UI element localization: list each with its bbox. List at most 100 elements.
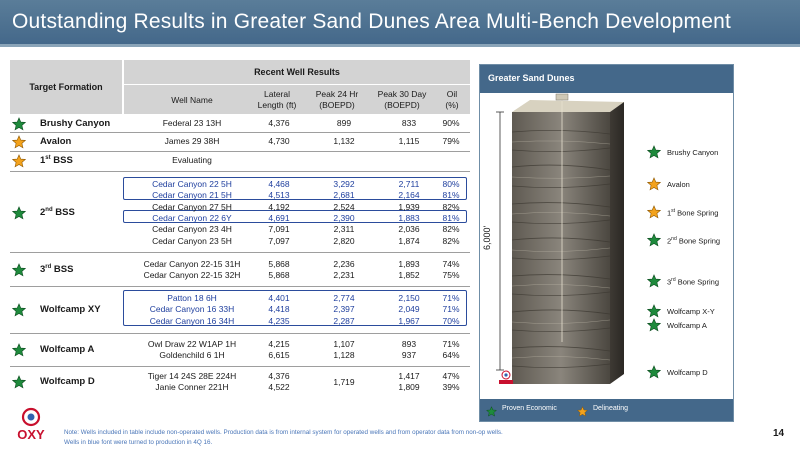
well-name-cell: Cedar Canyon 22 5H: [152, 179, 232, 190]
well-name-cell: Evaluating: [172, 155, 212, 166]
oil-pct-cell: 71%: [442, 304, 460, 315]
new-wells-highlight-box: [123, 177, 467, 200]
lateral-length-cell: 4,376: [268, 118, 290, 129]
oil-pct-cell: 74%: [442, 258, 460, 269]
peak-24hr-cell: 1,128: [333, 350, 355, 360]
legend-green-star-icon: [485, 404, 498, 422]
oil-pct-cell: 71%: [442, 293, 460, 304]
peak-24hr-cell: 3,292: [333, 179, 355, 190]
oil-pct-cell: 82%: [442, 201, 460, 212]
well-name-cell: Cedar Canyon 16 33H: [149, 304, 235, 315]
oil-pct-cell: 81%: [442, 213, 460, 223]
proven-economic-star-icon: [11, 117, 27, 131]
table-header: Target Formation Recent Well Results Wel…: [10, 60, 470, 114]
oil-pct-cell: 79%: [442, 136, 460, 147]
oil-pct-cell: 82%: [442, 224, 460, 235]
well-name-cell: Cedar Canyon 23 5H: [152, 235, 232, 246]
peak-30day-cell: 2,164: [398, 190, 420, 201]
peak-30day-cell: 833: [401, 118, 417, 129]
peak-24hr-cell: 1,132: [333, 136, 355, 147]
proven-economic-star-icon: [11, 263, 27, 277]
peak-30day-cell: 2,036: [398, 224, 420, 235]
lateral-length-cell: 4,468: [268, 179, 290, 190]
peak-30day-cell: 1,883: [398, 213, 420, 223]
peak-24hr-cell: 2,287: [333, 315, 355, 326]
lateral-length-cell: 4,522: [268, 382, 290, 392]
rock-column-illustration: [496, 93, 624, 384]
row-divider: [10, 286, 470, 287]
well-name-cell: Cedar Canyon 22-15 31H: [143, 258, 241, 269]
layer-label: Wolfcamp D: [667, 368, 708, 377]
peak-30day-cell: 1,893: [398, 258, 420, 269]
col-oil-pct: Oil (%): [445, 89, 459, 110]
lateral-length-cell: 4,376: [268, 370, 290, 381]
oil-pct-cell: 80%: [442, 179, 460, 190]
oil-pct-cell: 82%: [442, 235, 460, 246]
delineating-star-icon: [646, 177, 662, 196]
title-bar: Outstanding Results in Greater Sand Dune…: [0, 0, 800, 47]
peak-30day-cell: 2,049: [398, 304, 420, 315]
peak-30day-cell: 1,852: [398, 270, 420, 280]
delineating-star-icon: [11, 135, 27, 149]
proven-economic-star-icon: [646, 365, 662, 384]
well-name-cell: Cedar Canyon 23 4H: [152, 224, 232, 235]
peak-30day-cell: 2,711: [398, 179, 420, 190]
oil-pct-cell: 70%: [442, 315, 460, 326]
svg-text:OXY: OXY: [17, 427, 45, 442]
oil-pct-cell: 64%: [442, 350, 460, 360]
layer-label: Avalon: [667, 180, 690, 189]
row-divider: [10, 171, 470, 172]
footnote-blue-font: Wells in blue font were turned to produc…: [64, 439, 213, 446]
peak-30day-cell: 1,115: [398, 136, 420, 147]
row-divider: [10, 151, 470, 152]
legend-proven-economic: Proven Economic: [502, 405, 557, 412]
row-divider: [10, 132, 470, 133]
proven-economic-star-icon: [11, 343, 27, 357]
oxy-logo: OXY: [6, 406, 56, 447]
recent-well-results-header: Recent Well Results: [254, 67, 340, 77]
target-formation-header: Target Formation: [29, 82, 103, 92]
depth-label: 6,000': [482, 225, 492, 250]
proven-economic-star-icon: [646, 318, 662, 337]
peak-30day-cell: 937: [401, 350, 417, 360]
peak-24hr-cell: 1,719: [333, 377, 355, 387]
proven-economic-star-icon: [11, 303, 27, 317]
lateral-length-cell: 7,091: [268, 224, 290, 235]
layer-label: Wolfcamp A: [667, 321, 707, 330]
layer-label: 2nd Bone Spring: [667, 236, 721, 246]
col-peak-24hr: Peak 24 Hr (BOEPD): [315, 89, 359, 110]
lateral-length-cell: 4,215: [268, 338, 290, 349]
page-number: 14: [773, 428, 785, 439]
lateral-length-cell: 4,192: [268, 201, 290, 212]
oil-pct-cell: 90%: [442, 118, 460, 129]
peak-24hr-cell: 2,820: [333, 235, 355, 246]
panel-title: Greater Sand Dunes: [488, 73, 575, 83]
peak-24hr-cell: 2,397: [333, 304, 355, 315]
peak-24hr-cell: 2,390: [333, 213, 355, 223]
peak-24hr-cell: 2,681: [333, 190, 355, 201]
delineating-star-icon: [11, 154, 27, 168]
col-peak-30day: Peak 30 Day (BOEPD): [377, 89, 427, 110]
peak-30day-cell: 1,809: [398, 382, 420, 392]
oil-pct-cell: 71%: [442, 338, 460, 349]
proven-economic-star-icon: [646, 233, 662, 252]
target-formation-label: Wolfcamp D: [40, 376, 95, 387]
proven-economic-star-icon: [646, 145, 662, 164]
target-formation-label: Brushy Canyon: [40, 118, 111, 129]
page-title: Outstanding Results in Greater Sand Dune…: [12, 10, 732, 33]
oil-pct-cell: 47%: [442, 370, 460, 381]
proven-economic-star-icon: [646, 274, 662, 293]
new-wells-highlight-box: [123, 290, 467, 326]
target-formation-label: Wolfcamp XY: [40, 304, 101, 315]
lateral-length-cell: 4,418: [268, 304, 290, 315]
proven-economic-star-icon: [11, 375, 27, 389]
layer-label: 1st Bone Spring: [667, 208, 719, 218]
target-formation-label: 2nd BSS: [40, 207, 75, 219]
col-lateral-length: Lateral Length (ft): [257, 89, 297, 110]
well-name-cell: Janie Conner 221H: [155, 382, 229, 392]
well-name-cell: Cedar Canyon 27 5H: [152, 201, 232, 212]
well-name-cell: Cedar Canyon 22-15 32H: [143, 270, 241, 280]
lateral-length-cell: 4,513: [268, 190, 290, 201]
col-well-name: Well Name: [171, 94, 213, 105]
proven-economic-star-icon: [646, 304, 662, 323]
